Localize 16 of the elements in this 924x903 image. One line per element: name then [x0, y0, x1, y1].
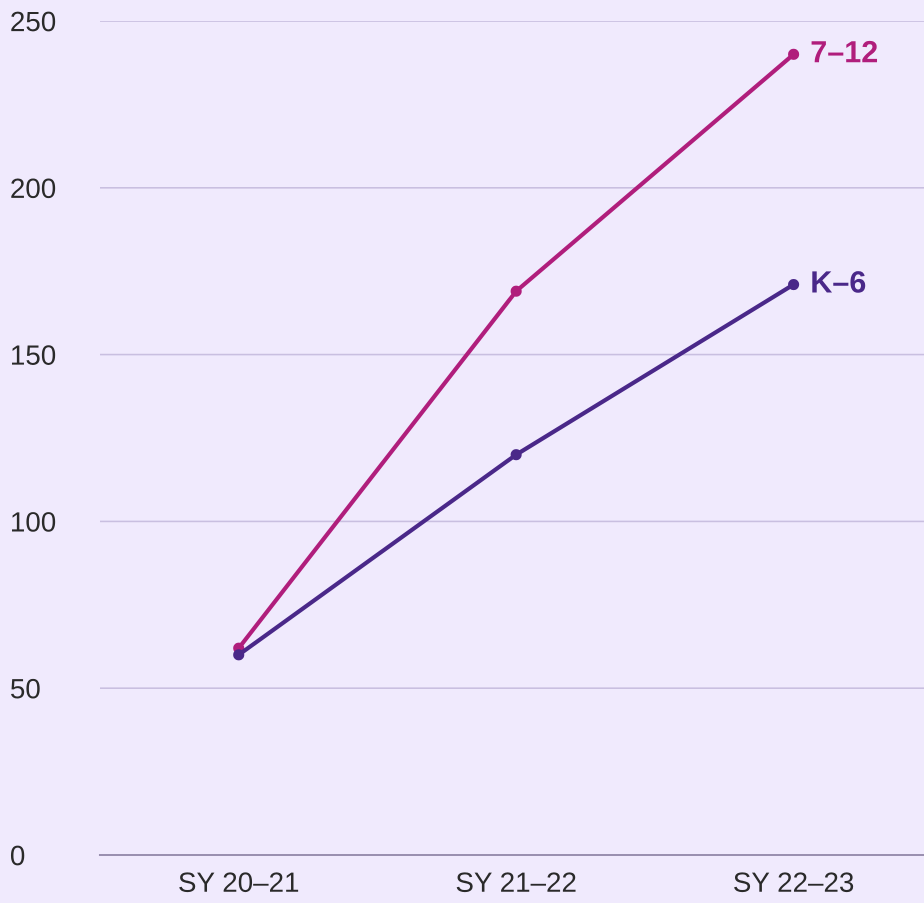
x-tick-label: SY 20–21	[179, 872, 298, 892]
y-tick-label: 0	[10, 846, 24, 866]
point	[233, 649, 244, 660]
y-tick-label: 100	[12, 512, 56, 532]
point	[788, 278, 800, 290]
point	[510, 449, 522, 460]
x-tick-label: SY 21–22	[456, 872, 576, 892]
series-label: K–6	[812, 271, 866, 293]
y-tick-label: 150	[12, 345, 56, 365]
y-tick-label: 250	[11, 12, 56, 32]
point	[510, 286, 522, 297]
x-tick-label: SY 22–23	[734, 872, 854, 892]
point	[788, 48, 800, 60]
y-tick-label: 50	[11, 678, 40, 699]
y-tick-label: 200	[11, 178, 56, 198]
series-label: 7–12	[812, 40, 878, 62]
